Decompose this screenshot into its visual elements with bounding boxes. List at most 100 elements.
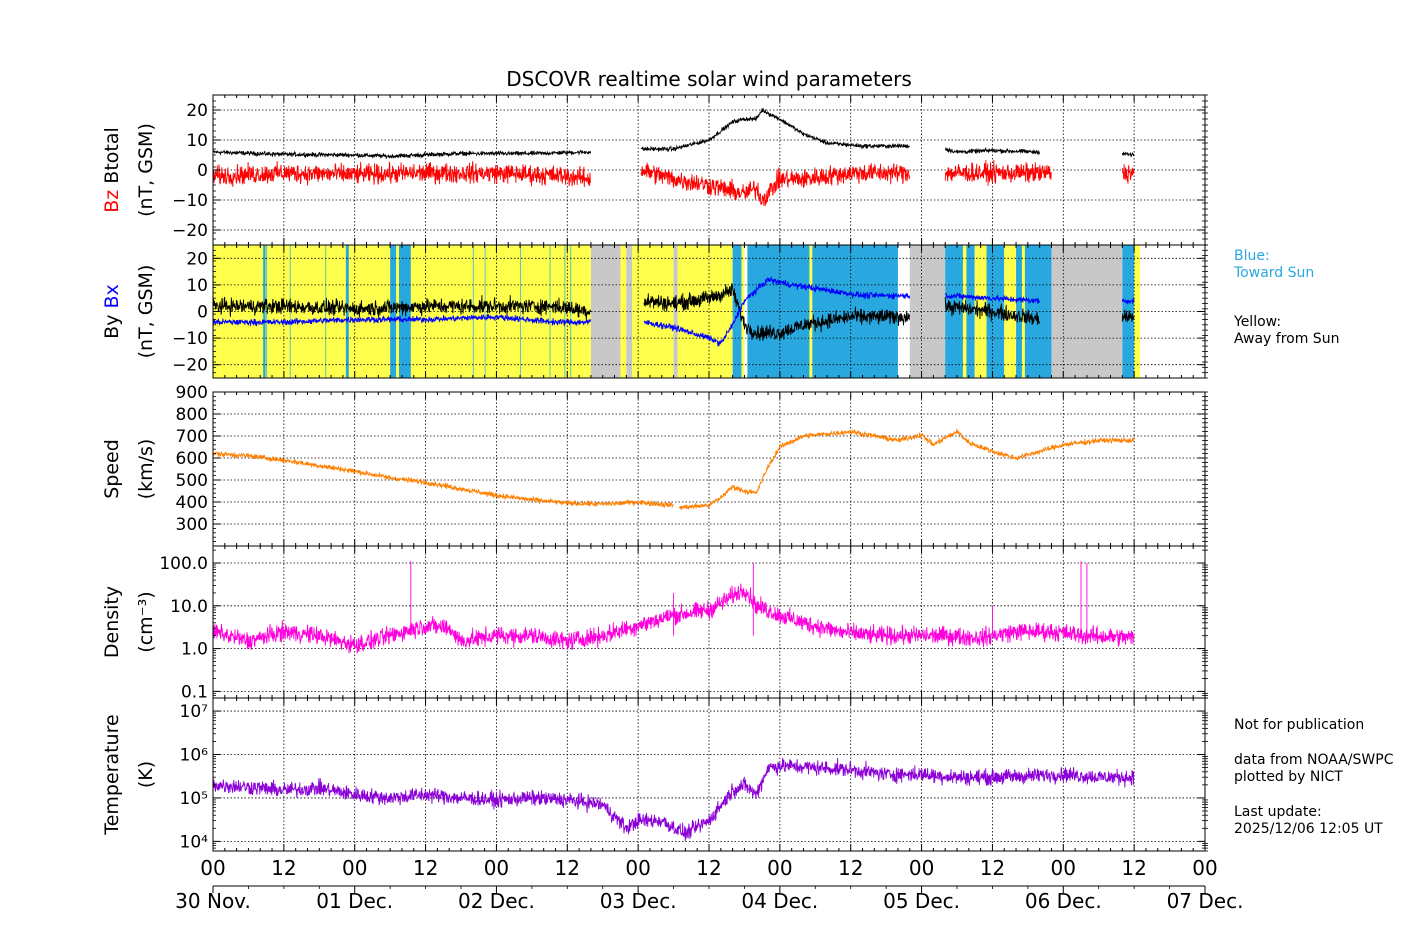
axis-label-density: Density bbox=[101, 586, 123, 658]
tick-label-y: −10 bbox=[172, 329, 208, 349]
line-temperature bbox=[213, 757, 1135, 841]
tick-label-y: −20 bbox=[172, 221, 208, 241]
panel-temperature: 10⁴ 10⁵ 10⁶ 10⁷ Temperature (K) bbox=[101, 697, 1208, 852]
tick-label-hour: 00 bbox=[1051, 856, 1076, 880]
tick-label-y: 0.1 bbox=[181, 682, 208, 702]
band-toward-sliver bbox=[484, 245, 486, 378]
tick-label-y: 20 bbox=[186, 249, 208, 269]
series-bx bbox=[213, 276, 1135, 347]
ticks: 10⁴ 10⁵ 10⁶ 10⁷ bbox=[180, 697, 1208, 852]
band-away bbox=[1004, 245, 1017, 378]
axis-label-bxy: By Bx bbox=[101, 284, 123, 339]
line-speed bbox=[213, 428, 1135, 510]
note-update-value: 2025/12/06 12:05 UT bbox=[1234, 821, 1383, 837]
tick-label-y: 900 bbox=[176, 383, 208, 403]
tick-label-y: 10 bbox=[186, 131, 208, 151]
time-axis: 00 12 00 12 00 12 00 12 00 12 00 12 00 12 00 30 Nov. 01 … bbox=[175, 856, 1243, 913]
tick-label-y: 1.0 bbox=[181, 640, 208, 660]
note-source: data from NOAA/SWPC bbox=[1234, 752, 1394, 768]
tick-label-y: 0 bbox=[197, 161, 208, 181]
band-toward bbox=[986, 245, 1005, 378]
chart-panels: −20 −10 0 10 20 Bz Btotal (nT, GSM) −20 −10 0 10 20… bbox=[101, 94, 1208, 852]
tick-label-y: 20 bbox=[186, 101, 208, 121]
legend-yellow-title: Yellow: bbox=[1234, 314, 1282, 330]
series-speed bbox=[213, 428, 1135, 510]
axis-label-bt: Bz Btotal bbox=[101, 127, 123, 213]
ticks: −20 −10 0 10 20 bbox=[172, 244, 1208, 379]
panel-bxy: −20 −10 0 10 20 By Bx (nT, GSM) bbox=[101, 244, 1208, 379]
tick-label-hour: 12 bbox=[1121, 856, 1146, 880]
tick-label-y: 100.0 bbox=[159, 554, 208, 574]
tick-label-y: 700 bbox=[176, 427, 208, 447]
tick-label-date: 30 Nov. bbox=[175, 889, 251, 913]
panel-bt: −20 −10 0 10 20 Bz Btotal (nT, GSM) bbox=[101, 94, 1208, 246]
grid bbox=[213, 698, 1205, 851]
axis-label-speed: Speed bbox=[101, 439, 123, 499]
ticks: 0.1 1.0 10.0 100.0 bbox=[159, 546, 1208, 702]
tick-label-date: 01 Dec. bbox=[316, 889, 393, 913]
grid bbox=[213, 546, 1205, 698]
tick-label-hour: 00 bbox=[909, 856, 934, 880]
axis-label-part: Bx bbox=[101, 284, 123, 308]
note-disclaimer: Not for publication bbox=[1234, 717, 1365, 733]
grid bbox=[213, 392, 1205, 546]
axis-label-part: By bbox=[101, 315, 123, 339]
tick-label-hour: 12 bbox=[555, 856, 580, 880]
axis-label-part: Bz bbox=[101, 190, 123, 213]
axis-unit-bxy: (nT, GSM) bbox=[135, 265, 157, 359]
tick-label-y: 800 bbox=[176, 405, 208, 425]
tick-label-hour: 00 bbox=[1192, 856, 1217, 880]
tick-label-date: 07 Dec. bbox=[1167, 889, 1244, 913]
tick-label-y: 400 bbox=[176, 493, 208, 513]
band-nodata bbox=[626, 245, 633, 378]
band-toward bbox=[732, 245, 742, 378]
chart-title: DSCOVR realtime solar wind parameters bbox=[506, 67, 912, 91]
tick-label-hour: 12 bbox=[271, 856, 296, 880]
tick-label-y: 300 bbox=[176, 515, 208, 535]
line-by bbox=[213, 283, 1135, 341]
note-update-label: Last update: bbox=[1234, 804, 1322, 820]
tick-label-date: 03 Dec. bbox=[600, 889, 677, 913]
tick-label-y: 10⁷ bbox=[180, 702, 209, 722]
tick-label-y: −20 bbox=[172, 356, 208, 376]
series-by bbox=[213, 283, 1135, 341]
series-density bbox=[213, 561, 1135, 654]
tick-label-hour: 12 bbox=[413, 856, 438, 880]
tick-label-hour: 00 bbox=[625, 856, 650, 880]
tick-label-y: 10.0 bbox=[170, 597, 208, 617]
line-btotal bbox=[213, 107, 1135, 159]
tick-label-hour: 12 bbox=[980, 856, 1005, 880]
series-temperature bbox=[213, 757, 1135, 841]
series-btotal bbox=[213, 107, 1135, 159]
tick-label-y: 10⁵ bbox=[180, 789, 208, 809]
series-bz bbox=[213, 159, 1135, 207]
tick-label-y: 10 bbox=[186, 276, 208, 296]
axis-unit-speed: (km/s) bbox=[135, 439, 157, 500]
band-away bbox=[809, 245, 813, 378]
note-plotter: plotted by NICT bbox=[1234, 769, 1343, 785]
tick-label-hour: 00 bbox=[767, 856, 792, 880]
grid bbox=[213, 95, 1205, 245]
axis-unit-temperature: (K) bbox=[135, 761, 157, 788]
grid bbox=[213, 245, 1205, 378]
line-bx bbox=[213, 276, 1135, 347]
band-toward-sliver bbox=[564, 245, 566, 378]
tick-label-hour: 12 bbox=[696, 856, 721, 880]
tick-label-hour: 00 bbox=[342, 856, 367, 880]
legend-blue-title: Blue: bbox=[1234, 248, 1270, 264]
tick-label-y: 10⁶ bbox=[180, 746, 209, 766]
legend-yellow-text: Away from Sun bbox=[1234, 331, 1340, 347]
tick-label-date: 06 Dec. bbox=[1025, 889, 1102, 913]
tick-label-y: 500 bbox=[176, 471, 208, 491]
tick-label-y: 600 bbox=[176, 449, 208, 469]
band-nodata bbox=[1051, 245, 1123, 378]
band-away bbox=[632, 245, 639, 378]
band-toward bbox=[263, 245, 266, 378]
tick-label-hour: 00 bbox=[200, 856, 225, 880]
axis-unit-density: (cm⁻³) bbox=[135, 591, 157, 652]
band-away bbox=[962, 245, 967, 378]
tick-label-date: 05 Dec. bbox=[883, 889, 960, 913]
